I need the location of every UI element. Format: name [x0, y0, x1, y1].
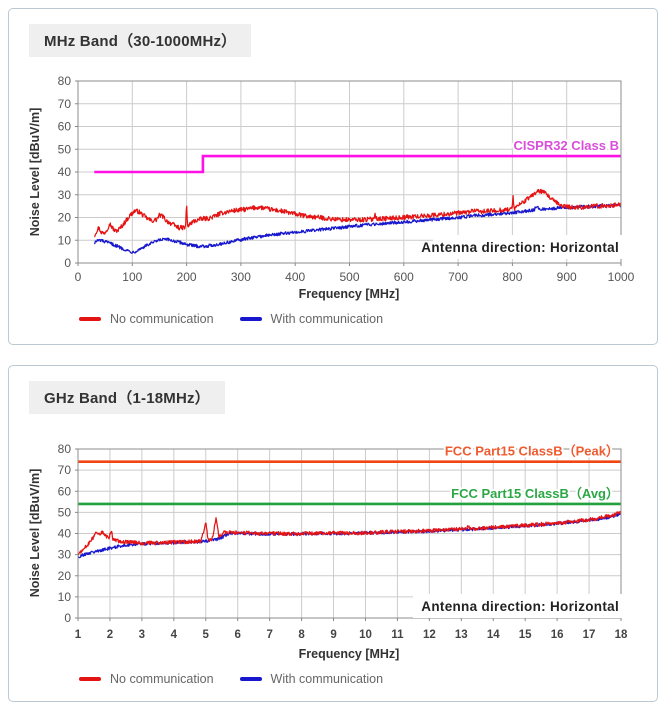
x-tick-label: 12	[423, 629, 436, 641]
x-tick-label: 400	[285, 270, 305, 284]
x-tick-label: 600	[394, 270, 414, 284]
x-tick-label: 8	[298, 629, 305, 641]
trace-with-communication	[93, 203, 622, 254]
legend-label: With communication	[270, 672, 384, 686]
y-tick-label: 30	[58, 548, 72, 562]
x-tick-label: 300	[231, 270, 251, 284]
legend-label: With communication	[270, 312, 384, 326]
antenna-note-box	[413, 594, 623, 618]
x-tick-label: 11	[391, 629, 404, 641]
trace-no-communication	[94, 188, 622, 238]
x-tick-label: 5	[203, 629, 210, 641]
legend-swatch-blue	[239, 677, 262, 681]
y-tick-label: 0	[64, 256, 71, 270]
y-tick-label: 80	[58, 74, 72, 88]
plot-border	[77, 448, 622, 619]
limit-line-label: CISPR32 Class B	[514, 138, 620, 153]
y-tick-label: 20	[58, 211, 72, 225]
legend-label: No communication	[110, 672, 214, 686]
y-tick-label: 10	[58, 233, 72, 247]
y-tick-label: 0	[64, 611, 71, 625]
x-axis-title: Frequency [MHz]	[299, 647, 400, 661]
legend-swatch-red	[79, 317, 101, 321]
legend-item-with-communication: With communication	[239, 312, 384, 326]
y-tick-label: 50	[58, 142, 72, 156]
y-tick-label: 60	[58, 120, 72, 134]
x-tick-label: 800	[502, 270, 522, 284]
panel-title: GHz Band（1-18MHz）	[29, 381, 225, 414]
y-tick-label: 30	[58, 188, 72, 202]
mhz-band-chart: 0 100 200 300 400 500 600 700 800 900 1000 0 10 20 30 4…	[28, 74, 635, 301]
x-tick-label: 0	[75, 270, 82, 284]
limit-line	[94, 154, 621, 174]
legend-item-no-communication: No communication	[79, 672, 214, 686]
antenna-note-text: Antenna direction: Horizontal	[421, 599, 619, 614]
x-tick-label: 200	[177, 270, 197, 284]
x-tick-label: 1000	[608, 270, 635, 284]
trace-no-communication	[77, 510, 622, 556]
panel-title: MHz Band（30-1000MHz）	[29, 24, 252, 57]
x-tick-label: 7	[266, 629, 272, 641]
y-axis-title: Noise Level [dBuV/m]	[28, 469, 42, 598]
legend-swatch-blue	[239, 317, 262, 321]
legend: No communication With communication	[79, 312, 383, 326]
x-tick-label: 16	[551, 629, 564, 641]
grid: 0 100 200 300 400 500 600 700 800 900 1000 0 10 20 30 4…	[58, 74, 635, 284]
trace-with-communication	[77, 512, 622, 559]
limit-line-label: FCC Part15 ClassB（Avg）	[451, 486, 619, 501]
x-tick-label: 6	[235, 629, 241, 641]
y-tick-label: 10	[58, 590, 72, 604]
x-tick-label: 17	[583, 629, 596, 641]
panel-ghz-band: 1 2 3 4 5 6 7 8 9 10 11 12 13 14 15 16 17 18 0 10 20 30 40 50 60…	[8, 365, 658, 702]
legend-label: No communication	[110, 312, 214, 326]
x-tick-label: 15	[519, 629, 532, 641]
x-tick-label: 3	[139, 629, 145, 641]
legend: No communication With communication	[79, 672, 383, 686]
x-tick-label: 100	[122, 270, 142, 284]
y-tick-label: 80	[58, 442, 72, 456]
x-tick-label: 9	[330, 629, 336, 641]
x-tick-label: 4	[171, 629, 178, 641]
x-tick-label: 18	[615, 629, 628, 641]
y-tick-label: 70	[58, 97, 72, 111]
x-tick-label: 13	[455, 629, 468, 641]
y-tick-label: 60	[58, 484, 72, 498]
y-tick-label: 70	[58, 463, 72, 477]
plot-border	[77, 80, 622, 264]
y-tick-label: 40	[58, 527, 72, 541]
antenna-note: Antenna direction: Horizontal	[413, 594, 623, 618]
x-tick-label: 900	[557, 270, 577, 284]
legend-item-no-communication: No communication	[79, 312, 214, 326]
x-tick-label: 14	[487, 629, 500, 641]
panel-mhz-band: 0 100 200 300 400 500 600 700 800 900 1000 0 10 20 30 4…	[8, 8, 658, 345]
y-tick-label: 20	[58, 569, 72, 583]
x-tick-label: 2	[107, 629, 113, 641]
antenna-note: Antenna direction: Horizontal	[421, 235, 623, 259]
limit-line-label: FCC Part15 ClassB（Peak）	[445, 444, 619, 459]
antenna-note-text: Antenna direction: Horizontal	[421, 240, 619, 255]
antenna-note-box	[433, 235, 623, 259]
x-tick-label: 10	[359, 629, 372, 641]
y-axis-title: Noise Level [dBuV/m]	[28, 108, 42, 237]
x-axis-title: Frequency [MHz]	[299, 287, 400, 301]
legend-swatch-red	[79, 677, 101, 681]
y-tick-label: 40	[58, 165, 72, 179]
x-tick-label: 1	[75, 629, 82, 641]
y-tick-label: 50	[58, 505, 72, 519]
ghz-band-chart: 1 2 3 4 5 6 7 8 9 10 11 12 13 14 15 16 17 180102030405060…	[28, 442, 628, 661]
x-tick-label: 700	[448, 270, 468, 284]
x-tick-label: 500	[339, 270, 359, 284]
legend-item-with-communication: With communication	[239, 672, 384, 686]
